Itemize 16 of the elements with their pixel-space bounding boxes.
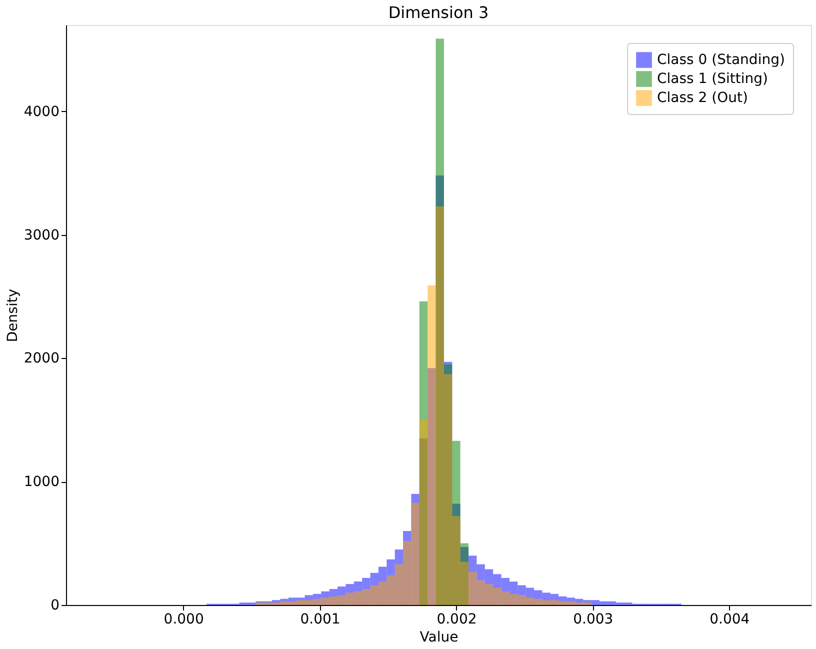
x-tick-label: 0.001 xyxy=(300,612,340,628)
x-tick-label: 0.004 xyxy=(710,612,750,628)
x-tick-label: 0.002 xyxy=(436,612,477,628)
y-tick-label: 1000 xyxy=(24,474,60,490)
y-tick-label: 2000 xyxy=(24,350,60,367)
y-tick-label: 4000 xyxy=(24,104,60,120)
legend-label: Class 0 (Standing) xyxy=(657,52,785,68)
legend-label: Class 2 (Out) xyxy=(657,90,748,106)
x-tick-label: 0.003 xyxy=(573,612,614,628)
x-axis-title: Value xyxy=(420,630,458,646)
y-axis-title: Density xyxy=(4,288,21,342)
x-tick-label: 0.000 xyxy=(164,612,204,628)
y-tick-label: 3000 xyxy=(24,227,60,244)
y-tick-label: 0 xyxy=(50,598,60,614)
chart-title: Dimension 3 xyxy=(388,3,489,22)
legend-label: Class 1 (Sitting) xyxy=(657,71,768,87)
